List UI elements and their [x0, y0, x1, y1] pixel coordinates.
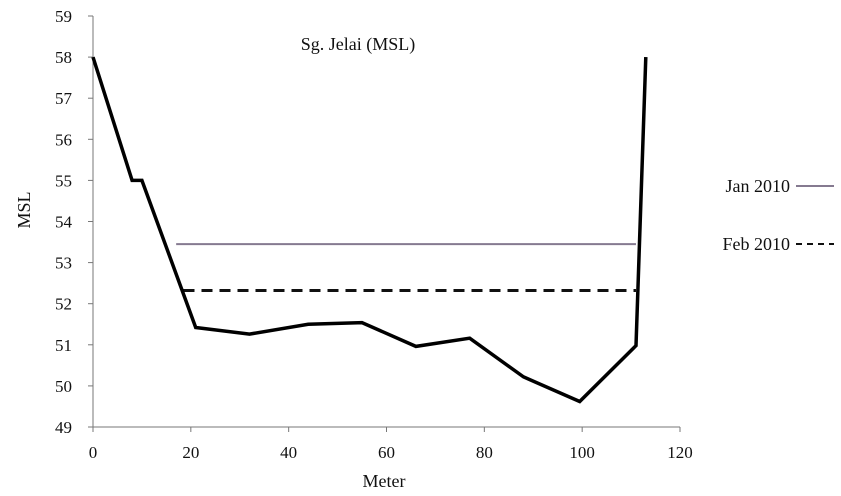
y-tick-label: 51	[55, 336, 72, 355]
x-tick-label: 100	[569, 443, 595, 462]
legend-label: Jan 2010	[726, 176, 791, 196]
axes	[92, 16, 680, 428]
x-axis-label: Meter	[363, 471, 406, 491]
y-tick-label: 55	[55, 171, 72, 190]
plot-marks	[91, 56, 648, 404]
chart-title: Sg. Jelai (MSL)	[301, 34, 416, 55]
x-tick-label: 0	[89, 443, 98, 462]
y-tick-label: 53	[55, 254, 72, 273]
river-profile-line	[91, 56, 648, 404]
legend-label: Feb 2010	[723, 234, 791, 254]
y-tick-label: 59	[55, 7, 72, 26]
y-tick-label: 58	[55, 48, 72, 67]
y-axis-label: MSL	[14, 191, 34, 228]
x-tick-label: 80	[476, 443, 493, 462]
x-tick-label: 60	[378, 443, 395, 462]
y-tick-label: 57	[55, 89, 73, 108]
y-tick-label: 54	[55, 213, 73, 232]
x-tick-label: 20	[182, 443, 199, 462]
x-tick-label: 40	[280, 443, 297, 462]
y-tick-label: 52	[55, 295, 72, 314]
x-tick-label: 120	[667, 443, 693, 462]
legend: Jan 2010 Feb 2010	[723, 176, 834, 254]
ticks: 49 50 51 52 53 54 55 56 57 58 59 0 20 40 60 80 100 120	[55, 7, 693, 462]
y-tick-label: 56	[55, 130, 72, 149]
y-tick-label: 50	[55, 377, 72, 396]
y-tick-label: 49	[55, 418, 72, 437]
